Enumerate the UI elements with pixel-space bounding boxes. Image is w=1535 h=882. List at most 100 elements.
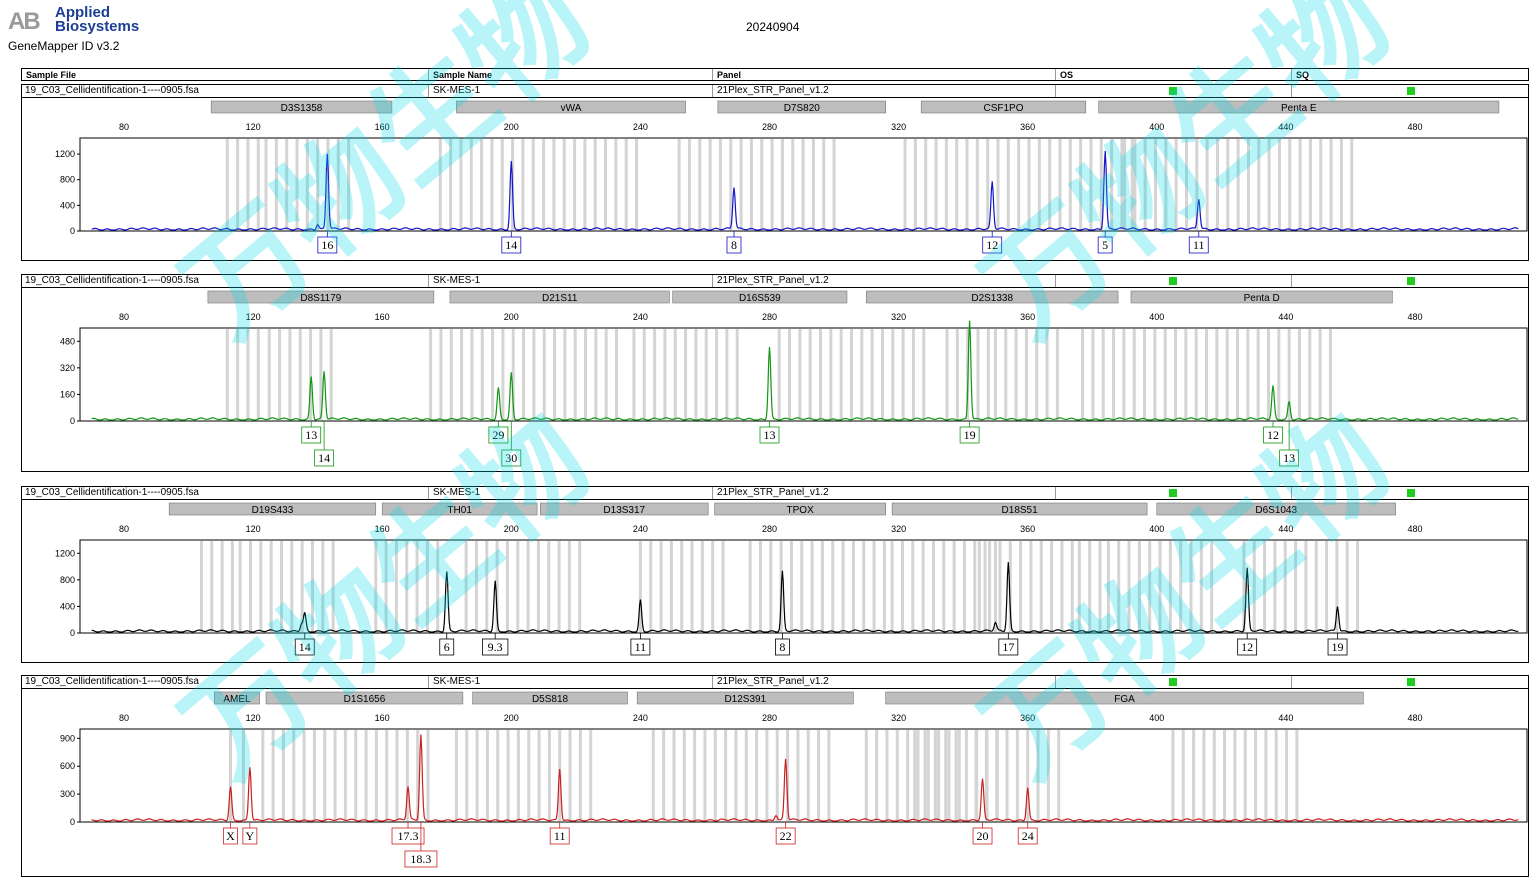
allele-bin	[926, 730, 930, 821]
allele-bin	[724, 730, 728, 821]
allele-call-label: 11	[635, 640, 647, 654]
allele-bin	[480, 329, 484, 420]
allele-bin	[1356, 541, 1360, 632]
x-tick-label: 240	[633, 713, 648, 723]
allele-bin	[882, 541, 886, 632]
allele-bin	[703, 730, 707, 821]
allele-bin	[241, 730, 245, 821]
allele-bin	[465, 730, 469, 821]
allele-bin	[986, 139, 990, 230]
allele-bin	[662, 730, 666, 821]
locus-bar	[210, 100, 393, 114]
x-tick-label: 400	[1149, 312, 1164, 322]
sample-info-row: 19_C03_Cellidentification-1----0905.fsa S…	[22, 85, 1528, 98]
allele-bin	[553, 329, 557, 420]
allele-bin	[1101, 329, 1105, 420]
y-tick-label: 1200	[55, 548, 75, 558]
allele-bin	[1070, 541, 1074, 632]
allele-bin	[562, 139, 566, 230]
y-tick-label: 160	[60, 389, 75, 399]
report-date: 20240904	[746, 20, 800, 34]
allele-bin	[264, 139, 268, 230]
locus-bar	[265, 691, 464, 705]
x-tick-label: 120	[246, 122, 261, 132]
allele-bin	[274, 139, 278, 230]
allele-bin	[1210, 541, 1214, 632]
allele-call-box	[488, 426, 509, 444]
allele-bin	[501, 329, 505, 420]
allele-bin	[1235, 329, 1239, 420]
allele-call-box	[301, 426, 322, 444]
locus-label: D16S539	[739, 293, 781, 304]
allele-bin	[480, 139, 484, 230]
allele-bin	[1179, 541, 1183, 632]
allele-bin	[684, 329, 688, 420]
locus-label: TPOX	[787, 505, 815, 516]
allele-bin	[312, 730, 316, 821]
allele-bin	[1110, 139, 1114, 230]
y-tick-label: 800	[60, 575, 75, 585]
allele-bin	[1329, 139, 1333, 230]
allele-bin	[974, 730, 978, 821]
allele-bin	[1246, 329, 1250, 420]
allele-bin	[259, 541, 263, 632]
allele-call-box	[775, 827, 796, 845]
allele-bin	[976, 329, 980, 420]
allele-bin	[760, 139, 764, 230]
trace-line	[91, 562, 1519, 633]
allele-bin	[526, 541, 530, 632]
allele-bin	[505, 541, 509, 632]
x-tick-label: 480	[1407, 713, 1422, 723]
allele-bin	[292, 730, 296, 821]
allele-bin	[1026, 730, 1030, 821]
allele-bin	[527, 730, 531, 821]
allele-bin	[708, 139, 712, 230]
allele-bin	[913, 730, 917, 821]
allele-bin	[758, 541, 762, 632]
locus-bar	[1130, 290, 1393, 304]
allele-bin	[485, 541, 489, 632]
allele-bin	[913, 139, 917, 230]
allele-bin	[872, 541, 876, 632]
locus-label: D6S1043	[1255, 505, 1297, 516]
allele-bin	[922, 329, 926, 420]
allele-bin	[1046, 730, 1050, 821]
allele-bin	[1350, 139, 1354, 230]
allele-bin	[1226, 139, 1230, 230]
col-sq: SQ	[1296, 70, 1310, 80]
allele-bin	[864, 730, 868, 821]
allele-bin	[1057, 730, 1061, 821]
allele-bin	[841, 541, 845, 632]
allele-bin	[290, 541, 294, 632]
allele-bin	[1137, 541, 1141, 632]
allele-bin	[589, 730, 593, 821]
allele-bin	[715, 329, 719, 420]
allele-bin	[1243, 730, 1247, 821]
allele-bin	[916, 730, 920, 821]
y-tick-label: 0	[70, 226, 75, 236]
allele-bin	[1133, 139, 1137, 230]
allele-bin	[734, 730, 738, 821]
locus-bar	[472, 691, 628, 705]
allele-call-box	[959, 426, 980, 444]
allele-bin	[1194, 329, 1198, 420]
allele-bin	[659, 541, 663, 632]
allele-bin	[862, 541, 866, 632]
allele-bin	[791, 139, 795, 230]
allele-bin	[1015, 730, 1019, 821]
x-tick-label: 480	[1407, 312, 1422, 322]
allele-bin	[426, 730, 430, 821]
allele-bin	[1242, 541, 1246, 632]
allele-bin	[964, 730, 968, 821]
allele-bin	[295, 139, 299, 230]
ab-logo-mark: AB	[8, 8, 41, 35]
allele-bin	[1277, 139, 1281, 230]
allele-bin	[1288, 139, 1292, 230]
product-version: GeneMapper ID v3.2	[8, 39, 120, 53]
allele-bins	[199, 541, 1360, 632]
y-tick-label: 320	[60, 363, 75, 373]
x-tick-label: 280	[762, 312, 777, 322]
allele-bin	[285, 139, 289, 230]
allele-call-label: X	[226, 829, 235, 843]
allele-bin	[323, 730, 327, 821]
